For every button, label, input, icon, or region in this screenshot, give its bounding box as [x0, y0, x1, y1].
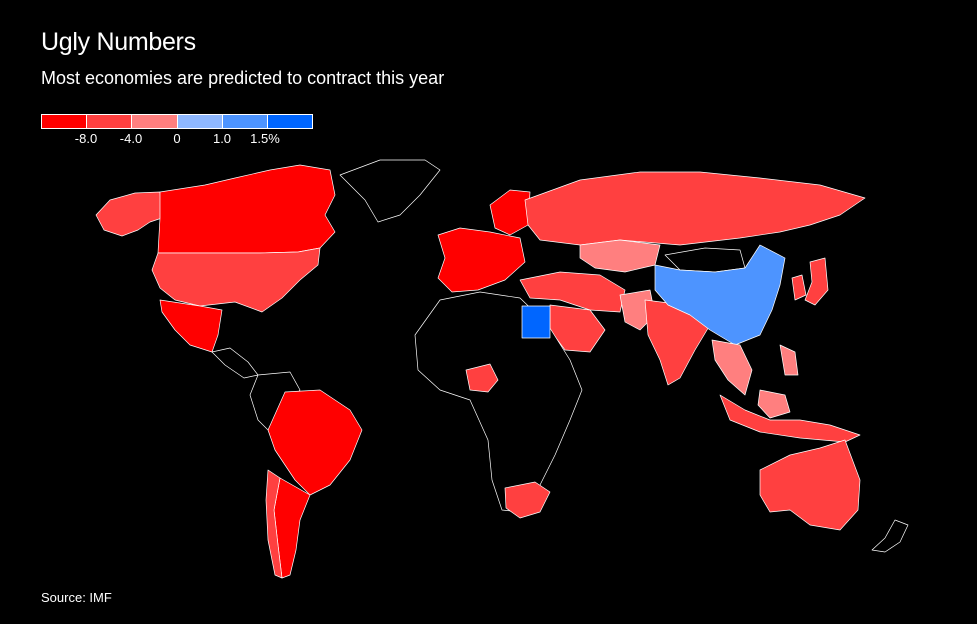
source-note: Source: IMF	[41, 590, 112, 605]
region-brazil	[267, 389, 363, 496]
legend-tick-2: -4.0	[119, 131, 143, 146]
region-nigeria	[465, 363, 499, 393]
region-mongolia	[664, 247, 746, 273]
region-chile	[265, 469, 283, 579]
legend-swatch-3	[132, 115, 178, 128]
region-mexico	[159, 299, 223, 353]
legend-tick-1: -8.0	[74, 131, 98, 146]
region-south-africa	[504, 481, 551, 519]
region-indonesia	[719, 394, 861, 443]
color-legend	[41, 114, 313, 129]
region-new-zealand	[871, 519, 909, 553]
legend-tick-4: 1.0	[212, 131, 232, 146]
legend-ticks: -8.0 -4.0 0 1.0 1.5%	[41, 131, 313, 147]
region-canada	[157, 164, 336, 254]
region-korea	[791, 274, 807, 301]
region-usa	[151, 247, 321, 313]
region-russia	[524, 171, 866, 246]
legend-swatch-4	[177, 115, 223, 128]
region-japan	[804, 257, 829, 306]
region-china	[654, 244, 786, 346]
region-southeast-asia	[711, 339, 799, 419]
legend-swatch-2	[87, 115, 133, 128]
region-scandinavia	[489, 189, 531, 236]
world-map	[95, 159, 909, 579]
region-egypt	[521, 305, 551, 339]
legend-swatch-6	[267, 115, 313, 128]
legend-swatch-5	[222, 115, 268, 128]
region-australia	[759, 439, 861, 531]
legend-tick-5: 1.5%	[250, 131, 280, 146]
chart-subtitle: Most economies are predicted to contract…	[41, 68, 445, 88]
legend-swatch-1	[42, 115, 88, 128]
region-greenland	[339, 159, 441, 223]
region-kazakhstan	[579, 239, 661, 273]
chart-title: Ugly Numbers	[41, 28, 196, 56]
region-western-europe	[437, 227, 526, 293]
region-alaska	[95, 191, 163, 237]
legend-tick-3: 0	[173, 131, 181, 146]
region-central-america	[211, 347, 259, 379]
region-middle-east	[519, 271, 626, 313]
region-africa	[414, 291, 583, 513]
